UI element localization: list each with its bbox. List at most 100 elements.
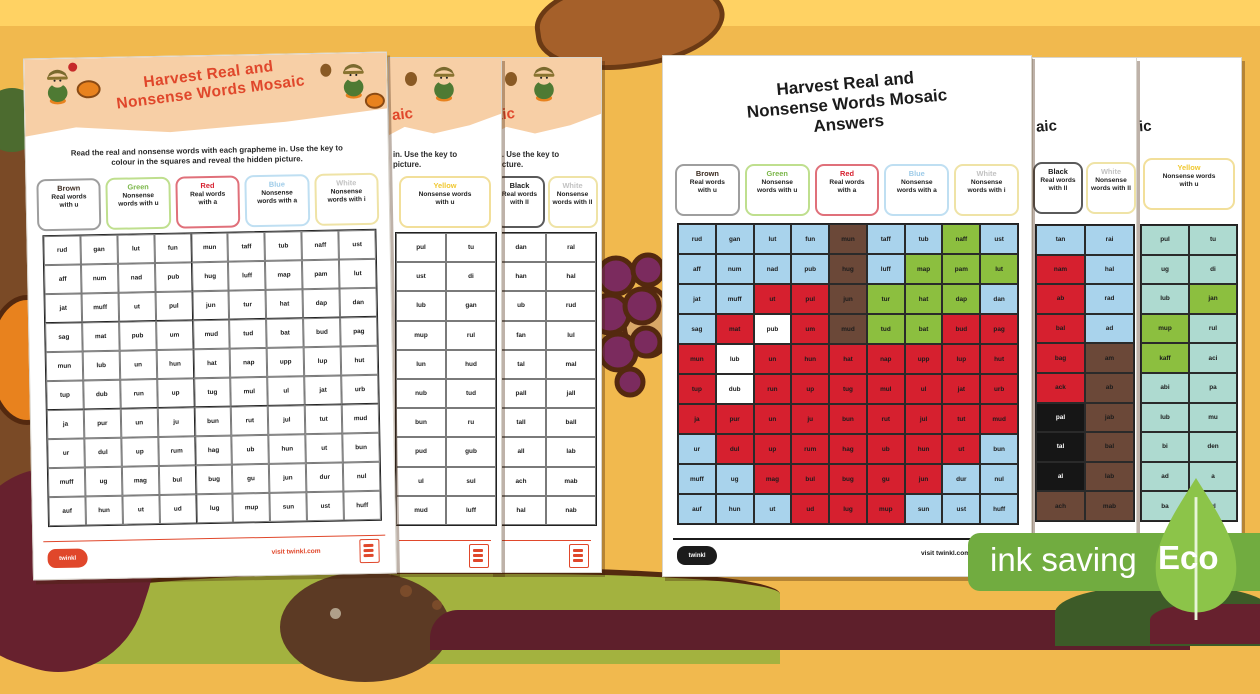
mosaic-cell: gan bbox=[715, 224, 754, 254]
acorn-icon bbox=[505, 72, 517, 86]
mosaic-cell: dur bbox=[942, 464, 981, 494]
mosaic-cell: mag bbox=[753, 464, 792, 494]
mosaic-cell: bul bbox=[791, 464, 830, 494]
mosaic-cell: sun bbox=[904, 494, 943, 524]
mosaic-cell: mul bbox=[866, 374, 905, 404]
grapes-decoration bbox=[588, 242, 675, 402]
answers-page-1: Harvest Real and Nonsense Words Mosaic A… bbox=[662, 55, 1032, 577]
word-grid: dan ral han hal ub rud fan lul tal mal pall jall tal… bbox=[495, 232, 597, 526]
mosaic-cell: muff bbox=[678, 464, 716, 494]
word-cell: mup bbox=[396, 320, 446, 350]
footer-link: visit twinkl.com bbox=[921, 550, 971, 557]
word-cell: huff bbox=[343, 490, 381, 521]
word-cell: naff bbox=[301, 230, 340, 261]
mosaic-cell: tu bbox=[1189, 225, 1237, 255]
mosaic-cell: bud bbox=[942, 314, 981, 344]
word-cell: lut bbox=[339, 258, 377, 289]
word-cell: mun bbox=[190, 232, 229, 263]
key-colour-label: Brown bbox=[695, 169, 719, 178]
key-box-yellow: Yellow Nonsense words with u bbox=[399, 176, 491, 228]
mosaic-cell: ju bbox=[791, 404, 830, 434]
mosaic-cell: dul bbox=[715, 434, 754, 464]
word-cell: bul bbox=[158, 465, 196, 496]
mosaic-grid: tan rai nam hal ab rad bal ad bag am ack ab pal jab ta… bbox=[1035, 224, 1135, 522]
mosaic-cell: um bbox=[791, 314, 830, 344]
key-box-blue: Blue Nonsense words with a bbox=[884, 164, 950, 216]
word-cell: hun bbox=[156, 349, 194, 380]
word-cell: hal bbox=[546, 262, 596, 292]
word-cell: mul bbox=[230, 376, 269, 407]
word-cell: ja bbox=[46, 409, 85, 440]
key-box-blue: Blue Nonsense words with a bbox=[244, 174, 310, 228]
mosaic-cell: hun bbox=[791, 344, 830, 374]
key-colour-label: Black bbox=[1048, 167, 1068, 176]
mosaic-cell: up bbox=[753, 434, 792, 464]
word-cell: mun bbox=[45, 351, 84, 382]
harvest-child-illustration bbox=[529, 64, 559, 102]
mosaic-cell: bal bbox=[1085, 432, 1134, 462]
key-text: words with a bbox=[257, 197, 298, 206]
mosaic-cell: hal bbox=[1085, 254, 1134, 285]
mosaic-cell: lub bbox=[715, 344, 754, 374]
pebble-decoration bbox=[330, 608, 341, 619]
word-cell: tud bbox=[446, 379, 496, 409]
key-box-white: White Nonsense words with ll bbox=[547, 176, 598, 228]
footer-divider bbox=[501, 540, 591, 542]
word-cell: rum bbox=[157, 436, 196, 467]
key-colour-label: Red bbox=[200, 180, 215, 191]
mosaic-cell: un bbox=[753, 404, 792, 434]
mosaic-cell: tut bbox=[942, 404, 981, 434]
word-cell: jun bbox=[269, 463, 307, 493]
word-cell: ul bbox=[267, 376, 305, 406]
word-cell: lab bbox=[546, 437, 596, 467]
word-cell: bun bbox=[396, 408, 446, 438]
word-cell: aff bbox=[43, 264, 82, 295]
word-cell: ur bbox=[47, 438, 85, 469]
key-colour-label: Green bbox=[127, 182, 149, 192]
harvest-child-illustration bbox=[429, 64, 459, 102]
key-text: with u bbox=[59, 201, 79, 210]
word-cell: nub bbox=[396, 379, 446, 409]
word-cell: rud bbox=[43, 235, 81, 266]
word-cell: rul bbox=[446, 320, 496, 350]
mosaic-cell: den bbox=[1189, 432, 1237, 462]
key-text: with a bbox=[198, 199, 218, 207]
word-cell: tup bbox=[46, 380, 84, 411]
word-cell: ub bbox=[496, 291, 546, 321]
mosaic-cell: hun bbox=[715, 494, 754, 524]
word-cell: jun bbox=[192, 290, 230, 321]
mosaic-cell: ug bbox=[715, 464, 754, 494]
word-cell: up bbox=[156, 378, 195, 409]
word-cell: pul bbox=[155, 291, 193, 322]
key-text: with u bbox=[1179, 181, 1199, 189]
word-cell: hat bbox=[193, 348, 231, 379]
word-cell: nab bbox=[546, 495, 596, 525]
soil-mound-decoration bbox=[280, 572, 450, 682]
word-cell: pall bbox=[496, 379, 546, 409]
word-cell: ust bbox=[338, 229, 376, 260]
word-cell: mud bbox=[396, 495, 446, 525]
mosaic-cell: up bbox=[791, 374, 830, 404]
instructions-fragment: in. Use the key to picture. bbox=[393, 150, 458, 169]
word-cell: un bbox=[119, 350, 157, 380]
key-text: Nonsense words bbox=[418, 191, 472, 199]
colour-key: Brown Real words with u Green Nonsense words … bbox=[36, 172, 380, 232]
key-text: words with ll bbox=[552, 199, 593, 207]
word-cell: ust bbox=[396, 262, 446, 292]
acorn-icon bbox=[405, 72, 417, 86]
mosaic-cell: bat bbox=[904, 314, 943, 344]
key-text: with u bbox=[697, 187, 717, 195]
word-cell: hun bbox=[85, 495, 123, 526]
word-cell: lut bbox=[117, 234, 155, 264]
word-cell: tall bbox=[496, 408, 546, 438]
mosaic-cell: lab bbox=[1085, 461, 1134, 492]
mosaic-cell: dub bbox=[715, 374, 754, 404]
word-cell: luff bbox=[228, 260, 266, 291]
mosaic-cell: rum bbox=[791, 434, 830, 464]
word-cell: lub bbox=[82, 350, 120, 381]
word-cell: dub bbox=[83, 379, 121, 410]
word-cell: pud bbox=[396, 437, 446, 467]
word-cell: pam bbox=[302, 259, 340, 290]
word-cell: pub bbox=[118, 321, 157, 351]
word-cell: hun bbox=[268, 434, 307, 464]
